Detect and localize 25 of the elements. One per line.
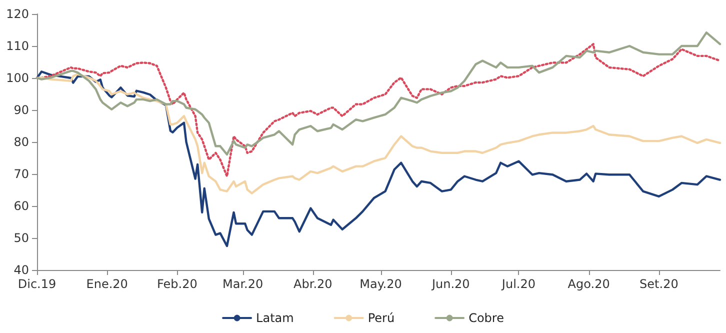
x-tick-label: Set.20 (640, 277, 678, 291)
x-tick-label: Ago.20 (568, 277, 610, 291)
x-tick-label: Feb.20 (157, 277, 198, 291)
y-tick-label: 60 (14, 199, 29, 213)
x-tick-label: May.20 (360, 277, 402, 291)
x-tick-label: Jul.20 (500, 277, 536, 291)
x-tick-label: Mar.20 (222, 277, 264, 291)
y-tick-label: 70 (14, 167, 29, 181)
x-tick-label: Ene.20 (86, 277, 128, 291)
line-series (36, 70, 722, 248)
y-tick-label: 50 (14, 231, 29, 245)
x-tick-label: Dic.19 (18, 277, 56, 291)
x-tick-label: Abr.20 (294, 277, 332, 291)
y-tick-label: 80 (14, 135, 29, 149)
y-tick-label: 120 (6, 7, 29, 21)
legend-label: Perú (368, 311, 395, 325)
y-tick-label: 90 (14, 103, 29, 117)
legend-label: Cobre (468, 311, 504, 325)
line-series (36, 73, 722, 194)
y-tick-label: 100 (6, 71, 29, 85)
line-series (36, 31, 722, 156)
legend-label: Latam (256, 311, 294, 325)
y-tick-label: 110 (6, 39, 29, 53)
y-tick-label: 40 (14, 263, 29, 277)
x-tick-label: Jun.20 (430, 277, 470, 291)
